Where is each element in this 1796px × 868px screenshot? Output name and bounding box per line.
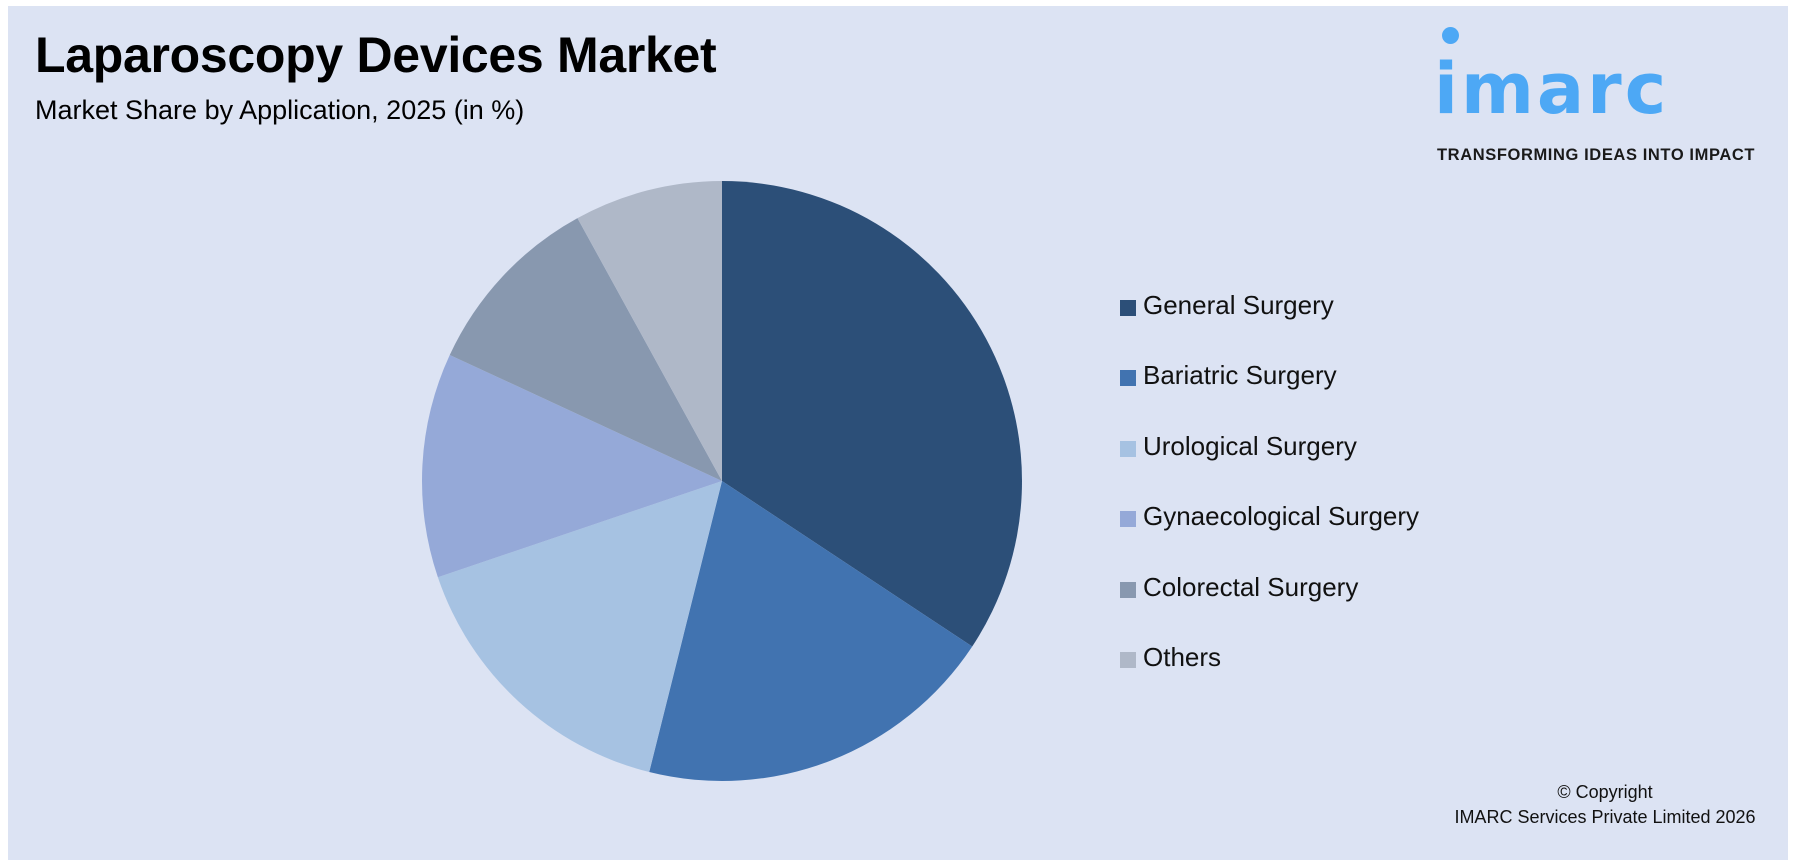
- pie-slice-bariatric-surgery: [649, 481, 973, 782]
- legend-label: Gynaecological Surgery: [1143, 501, 1420, 532]
- chart-subtitle: Market Share by Application, 2025 (in %): [35, 95, 525, 125]
- legend-label: Bariatric Surgery: [1143, 360, 1337, 391]
- logo-dot-icon: [1442, 27, 1459, 44]
- legend-swatch-icon: [1120, 300, 1136, 316]
- logo-tagline: TRANSFORMING IDEAS INTO IMPACT: [1437, 146, 1756, 164]
- legend-label: General Surgery: [1143, 290, 1334, 320]
- pie-slices: [421, 181, 1022, 782]
- legend-swatch-icon: [1120, 581, 1136, 598]
- pie-slice-urological-surgery: [437, 481, 722, 773]
- legend-swatch-icon: [1120, 651, 1136, 668]
- chart-title: Laparoscopy Devices Market: [35, 27, 717, 83]
- copyright-line-1: © Copyright: [1557, 782, 1653, 802]
- legend-label: Urological Surgery: [1143, 430, 1357, 461]
- legend-swatch-icon: [1120, 440, 1136, 457]
- imarc-logo: imarc TRANSFORMING IDEAS INTO IMPACT: [1434, 24, 1770, 169]
- pie-slice-colorectal-surgery: [449, 218, 722, 482]
- pie-slice-general-surgery: [722, 181, 1022, 647]
- legend-swatch-icon: [1120, 511, 1136, 528]
- pie-slice-gynaecological-surgery: [421, 354, 722, 578]
- legend-label: Colorectal Surgery: [1143, 571, 1359, 602]
- copyright-notice: © Copyright IMARC Services Private Limit…: [1440, 780, 1770, 830]
- logo-wordmark: imarc: [1434, 48, 1670, 130]
- pie-slice-others: [577, 181, 722, 481]
- copyright-line-2: IMARC Services Private Limited 2026: [1454, 807, 1756, 827]
- legend-swatch-icon: [1120, 370, 1136, 387]
- legend-label: Others: [1143, 641, 1222, 672]
